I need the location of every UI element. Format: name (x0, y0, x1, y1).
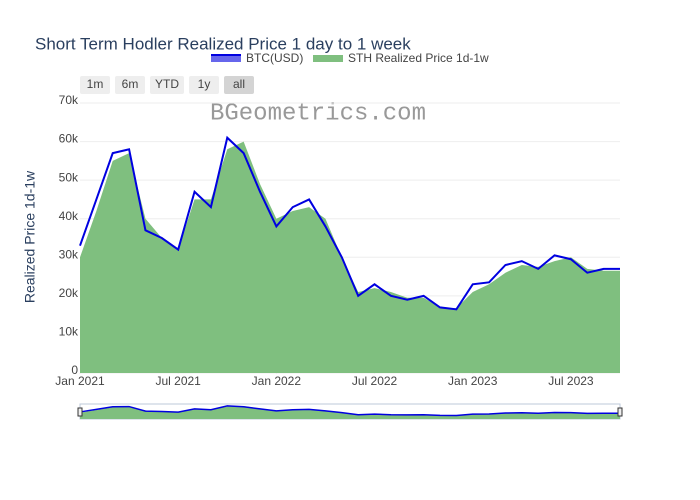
legend-label[interactable]: BTC(USD) (246, 51, 303, 65)
watermark: BGeometrics.com (210, 100, 426, 127)
legend-swatch (211, 55, 241, 62)
x-tick-label: Jan 2021 (55, 374, 105, 388)
series-area (80, 141, 620, 373)
y-tick-label: 20k (59, 286, 79, 300)
range-button-label[interactable]: 1m (87, 77, 104, 91)
y-tick-label: 10k (59, 325, 79, 339)
x-tick-label: Jan 2022 (252, 374, 302, 388)
y-tick-label: 0 (71, 363, 78, 377)
range-button-label[interactable]: all (233, 77, 245, 91)
y-tick-label: 70k (59, 93, 79, 107)
range-button[interactable] (150, 76, 184, 94)
range-button-label[interactable]: YTD (155, 77, 179, 91)
slider-handle[interactable] (77, 407, 83, 417)
y-axis-label: Realized Price 1d-1w (22, 170, 38, 303)
y-tick-label: 30k (59, 247, 79, 261)
slider-line (79, 405, 620, 417)
range-button-label[interactable]: 6m (122, 77, 139, 91)
legend-label[interactable]: STH Realized Price 1d-1w (348, 51, 489, 65)
range-button[interactable] (189, 76, 219, 94)
series-line (79, 135, 620, 311)
range-button-label[interactable]: 1y (198, 77, 211, 91)
y-tick-label: 60k (59, 132, 79, 146)
x-tick-label: Jul 2021 (155, 374, 201, 388)
x-tick-label: Jan 2023 (448, 374, 498, 388)
legend-swatch (313, 55, 343, 62)
y-tick-label: 50k (59, 170, 79, 184)
x-tick-label: Jul 2023 (548, 374, 594, 388)
chart-title: Short Term Hodler Realized Price 1 day t… (35, 34, 411, 53)
slider-handle[interactable] (617, 407, 623, 417)
range-button[interactable] (80, 76, 110, 94)
x-tick-label: Jul 2022 (352, 374, 398, 388)
range-button[interactable] (115, 76, 145, 94)
y-tick-label: 40k (59, 209, 79, 223)
range-button[interactable] (224, 76, 254, 94)
